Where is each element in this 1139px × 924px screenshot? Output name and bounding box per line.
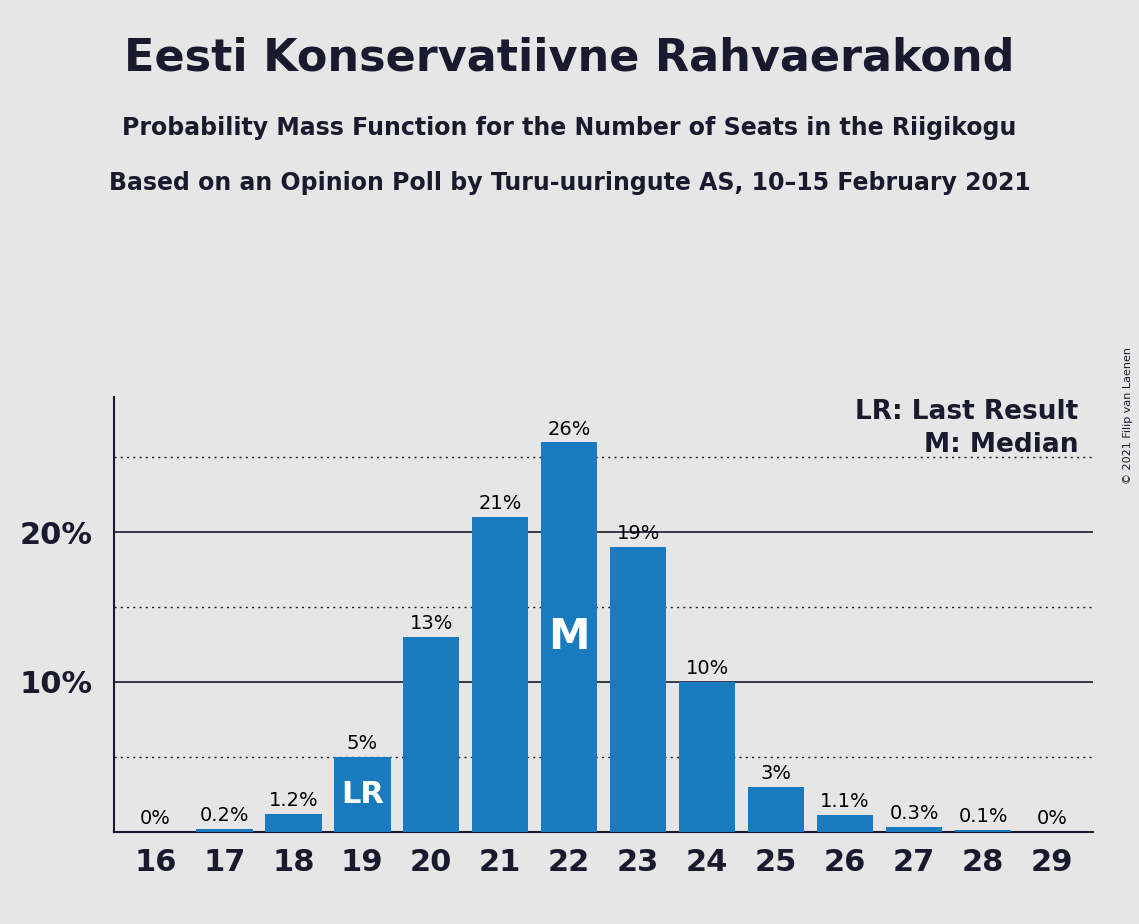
Text: 0%: 0%	[1036, 808, 1067, 828]
Text: 21%: 21%	[478, 494, 522, 514]
Bar	[541, 443, 598, 832]
Bar	[748, 786, 804, 832]
Bar	[196, 829, 253, 832]
Bar	[954, 830, 1011, 832]
Text: M: M	[549, 616, 590, 658]
Text: LR: LR	[341, 780, 384, 808]
Text: Probability Mass Function for the Number of Seats in the Riigikogu: Probability Mass Function for the Number…	[122, 116, 1017, 140]
Text: LR: Last Result: LR: Last Result	[855, 399, 1079, 425]
Bar	[609, 547, 666, 832]
Text: 10%: 10%	[686, 659, 729, 678]
Bar	[403, 637, 459, 832]
Text: 1.1%: 1.1%	[820, 793, 870, 811]
Text: Based on an Opinion Poll by Turu-uuringute AS, 10–15 February 2021: Based on an Opinion Poll by Turu-uuringu…	[108, 171, 1031, 195]
Bar	[886, 827, 942, 832]
Bar	[265, 814, 321, 832]
Text: Eesti Konservatiivne Rahvaerakond: Eesti Konservatiivne Rahvaerakond	[124, 37, 1015, 80]
Text: 19%: 19%	[616, 524, 659, 543]
Text: 0.1%: 0.1%	[958, 808, 1008, 826]
Bar	[817, 815, 874, 832]
Text: M: Median: M: Median	[924, 432, 1079, 458]
Bar	[334, 757, 391, 832]
Bar	[472, 517, 528, 832]
Text: 0%: 0%	[140, 808, 171, 828]
Text: 0.2%: 0.2%	[199, 806, 249, 825]
Text: 3%: 3%	[761, 764, 792, 783]
Text: © 2021 Filip van Laenen: © 2021 Filip van Laenen	[1123, 347, 1133, 484]
Text: 1.2%: 1.2%	[269, 791, 318, 809]
Bar	[679, 682, 736, 832]
Text: 26%: 26%	[548, 419, 591, 439]
Text: 13%: 13%	[410, 614, 453, 633]
Text: 0.3%: 0.3%	[890, 805, 939, 823]
Text: 5%: 5%	[346, 734, 378, 753]
